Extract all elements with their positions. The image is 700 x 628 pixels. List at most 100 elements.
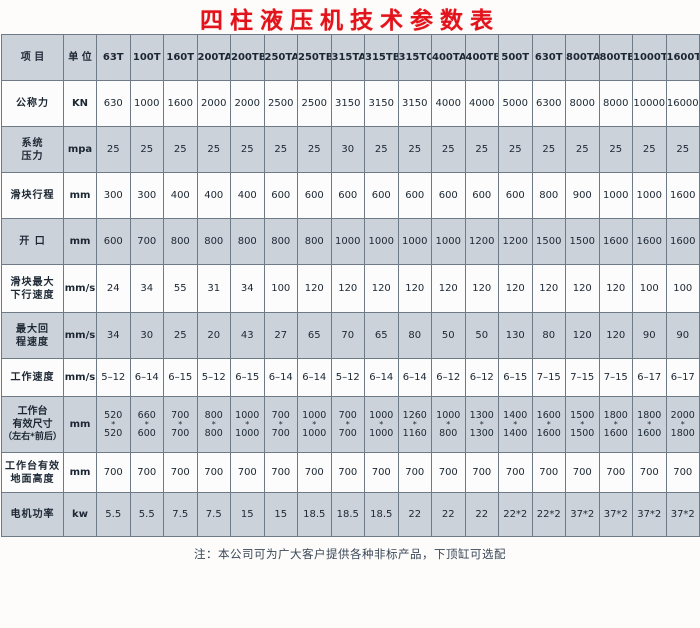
multiply-icon: * xyxy=(312,420,317,429)
table-cell: 800 xyxy=(196,218,231,265)
table-cell: 22 xyxy=(431,492,466,537)
row-label-line: （左右*前后） xyxy=(3,432,62,442)
multiply-icon: * xyxy=(546,420,551,429)
table-cell: 1500 xyxy=(531,218,566,265)
table-cell: 25 xyxy=(196,126,231,173)
table-cell: 1800 * 1600 xyxy=(598,396,633,453)
cell-value-width: 1260 xyxy=(402,410,427,421)
cell-value-width: 800 xyxy=(204,410,223,421)
table-cell: 1000 xyxy=(598,172,633,219)
row-label: 工作台有效 地面高度 xyxy=(1,452,64,493)
header-model-1600t: 1600T xyxy=(665,34,700,81)
table-cell: 1260 * 1160 xyxy=(397,396,432,453)
row-label-line: 工作台有效 xyxy=(5,460,60,472)
cell-value-depth: 1600 xyxy=(536,428,561,439)
cell-value-depth: 1000 xyxy=(302,428,327,439)
table-cell: 1600 xyxy=(665,218,700,265)
table-cell: 120 xyxy=(565,312,600,359)
cell-value-depth: 1400 xyxy=(503,428,528,439)
cell-value-width: 1300 xyxy=(469,410,494,421)
table-row: 工作台有效 地面高度 mm 700 700 700 700 700 700 700 700 700 70… xyxy=(1,452,700,493)
header-model-1000t: 1000T xyxy=(632,34,667,81)
row-label: 最大回 程速度 xyxy=(1,312,64,359)
table-cell: 25 xyxy=(665,126,700,173)
table-cell: 700 xyxy=(96,452,131,493)
multiply-icon: * xyxy=(178,420,183,429)
table-cell: 2500 xyxy=(263,80,298,127)
table-row: 系统 压力 mpa 25 25 25 25 25 25 25 30 25 25 25 25 25 25 25 25 2… xyxy=(1,126,700,173)
table-cell: 700 xyxy=(665,452,700,493)
cell-value-depth: 1160 xyxy=(402,428,427,439)
header-model-500t: 500T xyxy=(498,34,533,81)
header-model-800ta: 800TA xyxy=(565,34,600,81)
table-cell: 4000 xyxy=(464,80,499,127)
table-cell: 1000 xyxy=(397,218,432,265)
table-cell: 50 xyxy=(431,312,466,359)
table-cell: 31 xyxy=(196,264,231,313)
table-cell: 6–17 xyxy=(632,358,667,397)
table-cell: 700 * 700 xyxy=(163,396,198,453)
table-cell: 34 xyxy=(129,264,164,313)
header-model-400tb: 400TB xyxy=(464,34,499,81)
table-cell: 1500 xyxy=(565,218,600,265)
cell-value-width: 1600 xyxy=(536,410,561,421)
table-cell: 1800 * 1600 xyxy=(632,396,667,453)
multiply-icon: * xyxy=(345,420,350,429)
row-label: 公称力 xyxy=(1,80,64,127)
table-row: 公称力 KN 630 1000 1600 2000 2000 2500 2500 3150 3150… xyxy=(1,80,700,127)
table-cell: 5.5 xyxy=(129,492,164,537)
spec-table: 项 目单 位 63T 100T 160T 200TA 200TB 250TA 250TB 315… xyxy=(1,34,700,537)
table-cell: 25 xyxy=(96,126,131,173)
cell-value-depth: 1500 xyxy=(570,428,595,439)
table-cell: 700 xyxy=(531,452,566,493)
table-cell: 65 xyxy=(297,312,332,359)
table-cell: 700 xyxy=(632,452,667,493)
cell-value-width: 520 xyxy=(104,410,123,421)
row-label-line: 程速度 xyxy=(16,336,49,348)
row-unit: mm xyxy=(63,218,97,265)
table-cell: 700 xyxy=(163,452,198,493)
table-cell: 3150 xyxy=(330,80,365,127)
table-cell: 130 xyxy=(498,312,533,359)
table-cell: 25 xyxy=(163,126,198,173)
table-cell: 700 xyxy=(397,452,432,493)
table-cell: 25 xyxy=(498,126,533,173)
table-cell: 6–12 xyxy=(431,358,466,397)
cell-value-width: 1800 xyxy=(603,410,628,421)
row-label: 工作台 有效尺寸 （左右*前后） xyxy=(1,396,64,453)
table-cell: 600 xyxy=(397,172,432,219)
table-cell: 90 xyxy=(665,312,700,359)
cell-value-depth: 700 xyxy=(171,428,190,439)
table-cell: 400 xyxy=(196,172,231,219)
table-cell: 20 xyxy=(196,312,231,359)
table-cell: 2000 * 1800 xyxy=(665,396,700,453)
table-cell: 1400 * 1400 xyxy=(498,396,533,453)
table-cell: 3150 xyxy=(397,80,432,127)
table-cell: 25 xyxy=(230,126,265,173)
table-cell: 25 xyxy=(565,126,600,173)
table-cell: 700 xyxy=(464,452,499,493)
table-cell: 3150 xyxy=(364,80,399,127)
table-cell: 15 xyxy=(230,492,265,537)
table-cell: 80 xyxy=(397,312,432,359)
row-label-line: 压力 xyxy=(21,150,44,162)
table-cell: 18.5 xyxy=(364,492,399,537)
header-item: 项 目 xyxy=(1,34,64,81)
cell-value-depth: 800 xyxy=(439,428,458,439)
cell-value-depth: 1600 xyxy=(603,428,628,439)
multiply-icon: * xyxy=(379,420,384,429)
table-cell: 18.5 xyxy=(330,492,365,537)
table-cell: 660 * 600 xyxy=(129,396,164,453)
table-cell: 25 xyxy=(364,126,399,173)
table-cell: 2500 xyxy=(297,80,332,127)
cell-value-width: 1000 xyxy=(302,410,327,421)
row-label-line: 有效尺寸 xyxy=(12,419,53,430)
table-cell: 8000 xyxy=(598,80,633,127)
table-cell: 50 xyxy=(464,312,499,359)
row-unit: mpa xyxy=(63,126,97,173)
table-cell: 90 xyxy=(632,312,667,359)
table-cell: 700 * 700 xyxy=(330,396,365,453)
table-cell: 700 xyxy=(129,218,164,265)
row-unit: mm xyxy=(63,172,97,219)
